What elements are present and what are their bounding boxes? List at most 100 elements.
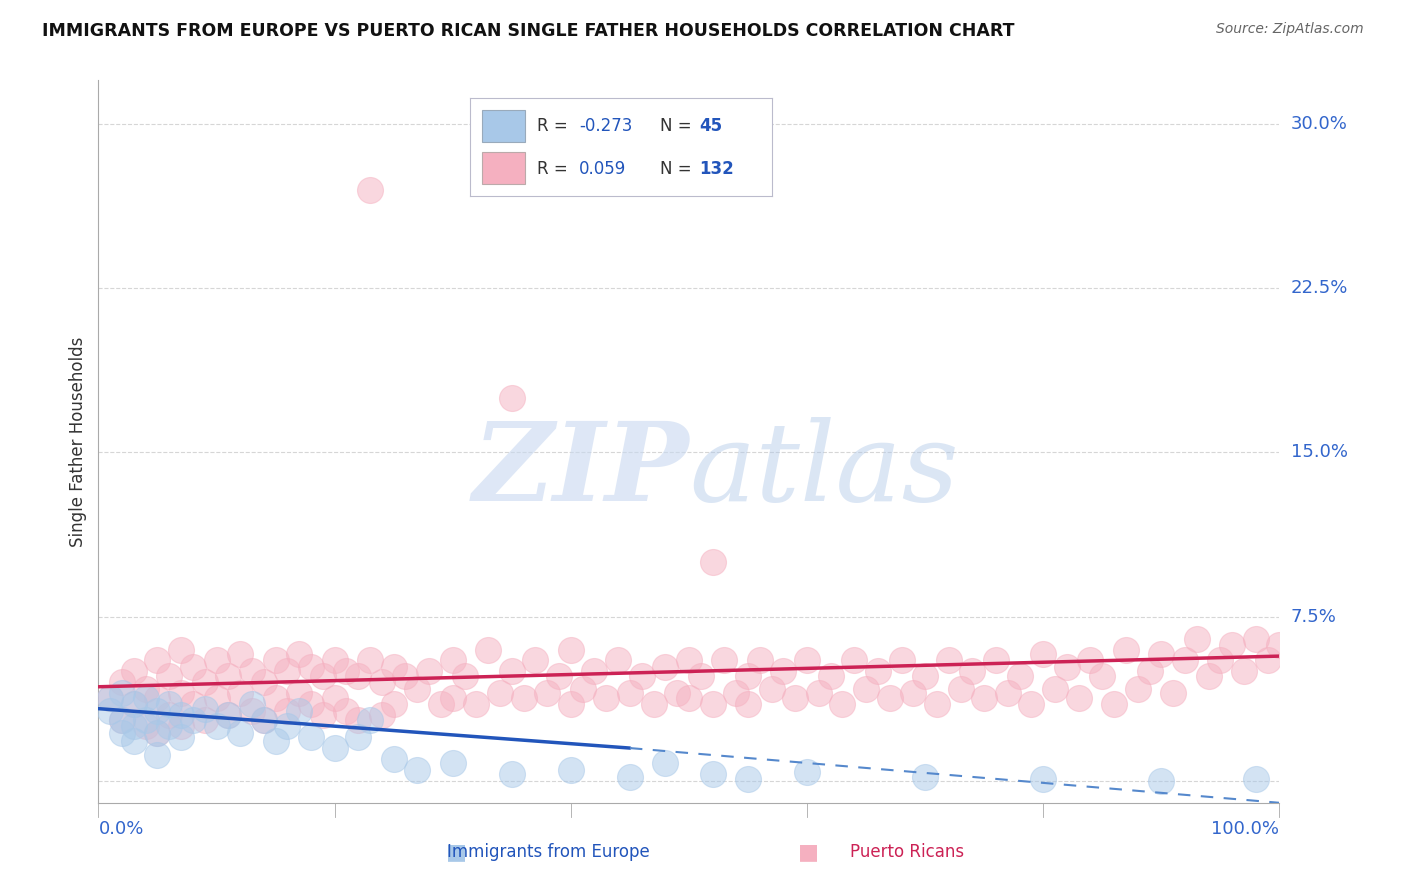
Point: [111, 675, 134, 690]
Point: [678, 653, 700, 667]
Point: [831, 698, 853, 712]
Point: [382, 660, 405, 674]
Point: [394, 669, 416, 683]
Point: [359, 713, 381, 727]
Text: ■: ■: [447, 842, 467, 862]
Point: [312, 669, 335, 683]
Point: [1257, 653, 1279, 667]
Point: [879, 690, 901, 705]
Point: [678, 690, 700, 705]
Text: 0.0%: 0.0%: [98, 821, 143, 838]
Point: [689, 669, 711, 683]
Point: [229, 686, 252, 700]
Point: [111, 686, 134, 700]
Point: [181, 713, 204, 727]
Point: [253, 713, 276, 727]
Point: [855, 681, 877, 696]
Point: [135, 719, 157, 733]
Point: [501, 767, 523, 781]
Point: [229, 647, 252, 661]
Point: [984, 653, 1007, 667]
Point: [194, 701, 217, 715]
Point: [844, 653, 866, 667]
Text: 7.5%: 7.5%: [1291, 607, 1337, 625]
Y-axis label: Single Father Households: Single Father Households: [69, 336, 87, 547]
Point: [194, 675, 217, 690]
Text: ZIP: ZIP: [472, 417, 689, 524]
Point: [1115, 642, 1137, 657]
Point: [1233, 665, 1256, 679]
Point: [501, 665, 523, 679]
Point: [347, 730, 370, 744]
Point: [323, 690, 346, 705]
Point: [335, 665, 357, 679]
Point: [820, 669, 842, 683]
Point: [217, 669, 239, 683]
Point: [1043, 681, 1066, 696]
Point: [359, 653, 381, 667]
Point: [371, 708, 394, 723]
Point: [181, 660, 204, 674]
Point: [441, 690, 464, 705]
Point: [1126, 681, 1149, 696]
Point: [914, 770, 936, 784]
Text: 22.5%: 22.5%: [1291, 279, 1348, 297]
Point: [654, 756, 676, 771]
Point: [288, 686, 311, 700]
Point: [654, 660, 676, 674]
Point: [1268, 638, 1291, 652]
Point: [122, 719, 145, 733]
Text: atlas: atlas: [689, 417, 959, 524]
Point: [465, 698, 488, 712]
Point: [1080, 653, 1102, 667]
Point: [997, 686, 1019, 700]
Point: [962, 665, 984, 679]
Text: IMMIGRANTS FROM EUROPE VS PUERTO RICAN SINGLE FATHER HOUSEHOLDS CORRELATION CHAR: IMMIGRANTS FROM EUROPE VS PUERTO RICAN S…: [42, 22, 1015, 40]
Point: [264, 734, 287, 748]
Point: [111, 725, 134, 739]
Point: [737, 698, 759, 712]
Point: [323, 741, 346, 756]
Point: [98, 690, 121, 705]
Point: [135, 690, 157, 705]
Point: [796, 653, 818, 667]
Point: [713, 653, 735, 667]
Point: [170, 686, 193, 700]
Point: [1032, 647, 1054, 661]
Point: [157, 669, 180, 683]
Text: ■: ■: [799, 842, 818, 862]
Point: [276, 665, 298, 679]
Point: [122, 698, 145, 712]
Point: [666, 686, 689, 700]
Point: [643, 698, 665, 712]
Point: [299, 660, 322, 674]
Point: [276, 719, 298, 733]
Point: [441, 653, 464, 667]
Point: [170, 642, 193, 657]
Point: [418, 665, 440, 679]
Text: Source: ZipAtlas.com: Source: ZipAtlas.com: [1216, 22, 1364, 37]
Point: [737, 772, 759, 786]
Point: [406, 763, 429, 777]
Point: [299, 730, 322, 744]
Point: [217, 708, 239, 723]
Point: [1091, 669, 1114, 683]
Point: [903, 686, 925, 700]
Point: [441, 756, 464, 771]
Point: [240, 704, 263, 718]
Point: [146, 747, 169, 762]
Point: [973, 690, 995, 705]
Point: [98, 690, 121, 705]
Point: [1139, 665, 1161, 679]
Point: [702, 698, 724, 712]
Point: [524, 653, 547, 667]
Point: [205, 653, 228, 667]
Point: [548, 669, 571, 683]
Point: [1021, 698, 1043, 712]
Point: [288, 647, 311, 661]
Point: [135, 713, 157, 727]
Point: [146, 725, 169, 739]
Point: [288, 704, 311, 718]
Point: [157, 719, 180, 733]
Point: [914, 669, 936, 683]
